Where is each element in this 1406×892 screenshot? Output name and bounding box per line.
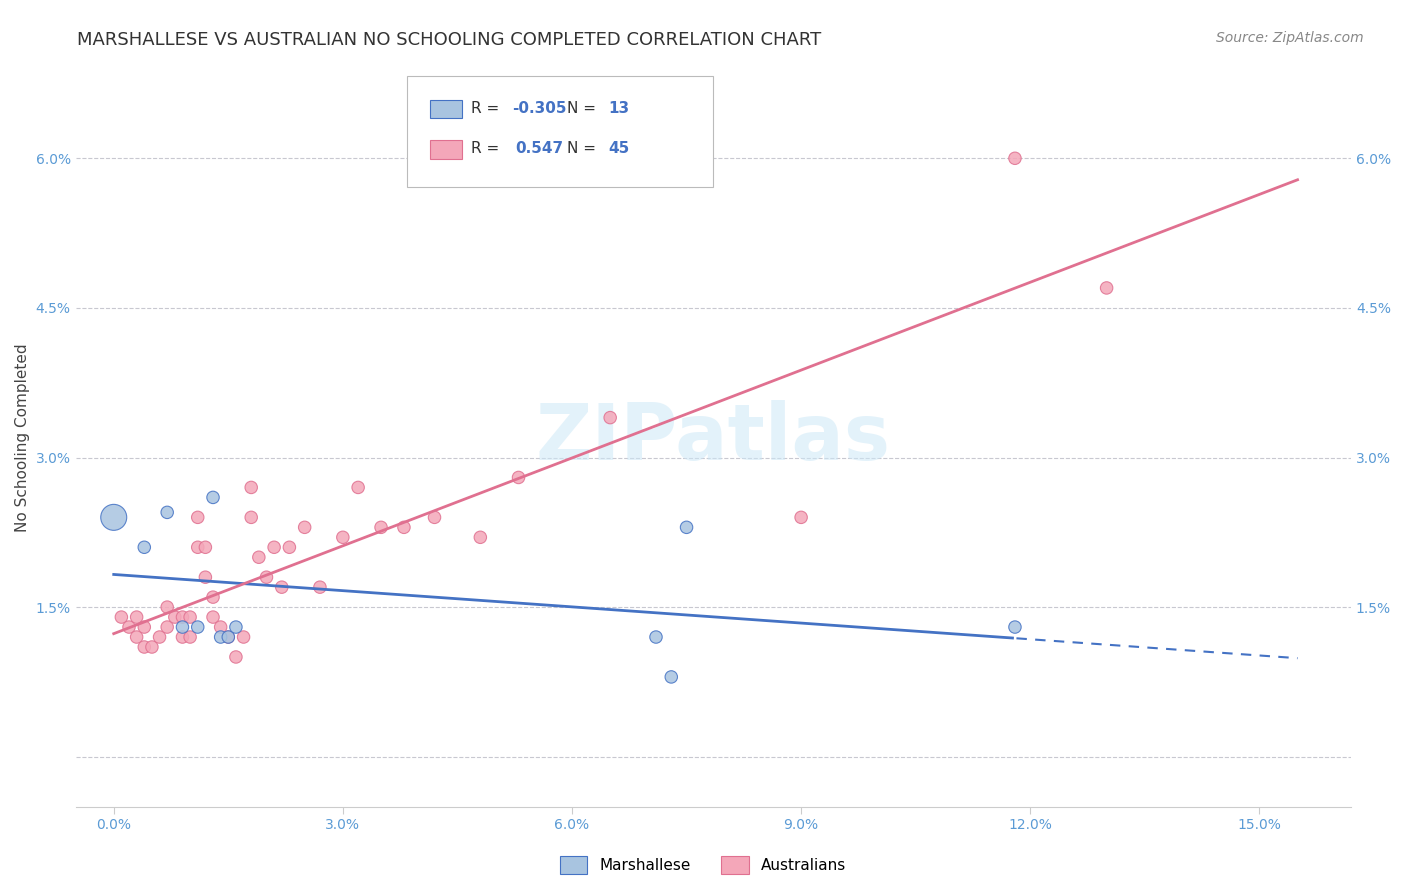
FancyBboxPatch shape [430, 100, 463, 118]
Point [332, 530, 354, 544]
Point [470, 530, 492, 544]
Point [202, 610, 225, 624]
Point [148, 630, 170, 644]
Point [187, 620, 209, 634]
Point [240, 480, 263, 494]
Point [134, 620, 156, 634]
Point [103, 510, 125, 524]
Point [225, 650, 247, 665]
Point [645, 630, 668, 644]
Text: Source: ZipAtlas.com: Source: ZipAtlas.com [1216, 31, 1364, 45]
Point [156, 505, 179, 519]
FancyBboxPatch shape [408, 76, 713, 186]
Point [156, 600, 179, 615]
Text: N =: N = [567, 101, 600, 116]
Text: -0.305: -0.305 [512, 101, 567, 116]
Point [225, 620, 247, 634]
Point [172, 630, 194, 644]
Point [202, 590, 225, 604]
FancyBboxPatch shape [430, 140, 463, 159]
Text: MARSHALLESE VS AUSTRALIAN NO SCHOOLING COMPLETED CORRELATION CHART: MARSHALLESE VS AUSTRALIAN NO SCHOOLING C… [77, 31, 821, 49]
Legend: Marshallese, Australians: Marshallese, Australians [554, 850, 852, 880]
Point [1004, 620, 1026, 634]
Text: R =: R = [471, 142, 505, 156]
Point [659, 670, 682, 684]
Point [179, 610, 201, 624]
Point [790, 510, 813, 524]
Point [209, 620, 232, 634]
Point [423, 510, 446, 524]
Point [247, 550, 270, 565]
Point [675, 520, 697, 534]
Point [172, 610, 194, 624]
Point [256, 570, 278, 584]
Point [209, 630, 232, 644]
Point [118, 620, 141, 634]
Point [392, 520, 415, 534]
Text: ZIPatlas: ZIPatlas [536, 400, 891, 475]
Point [347, 480, 370, 494]
Point [202, 491, 225, 505]
Point [163, 610, 186, 624]
Text: 45: 45 [609, 142, 630, 156]
Point [1095, 281, 1118, 295]
Point [508, 470, 530, 484]
Point [370, 520, 392, 534]
Point [599, 410, 621, 425]
Point [110, 610, 132, 624]
Point [187, 541, 209, 555]
Point [134, 541, 156, 555]
Text: 0.547: 0.547 [516, 142, 564, 156]
Point [217, 630, 239, 644]
Point [134, 640, 156, 654]
Point [263, 541, 285, 555]
Point [309, 580, 332, 594]
Point [141, 640, 163, 654]
Point [278, 541, 301, 555]
Point [194, 570, 217, 584]
Point [156, 620, 179, 634]
Point [125, 610, 148, 624]
Point [179, 630, 201, 644]
Text: 13: 13 [609, 101, 630, 116]
Point [240, 510, 263, 524]
Y-axis label: No Schooling Completed: No Schooling Completed [15, 343, 30, 532]
Text: N =: N = [567, 142, 600, 156]
Text: R =: R = [471, 101, 505, 116]
Point [294, 520, 316, 534]
Point [270, 580, 292, 594]
Point [232, 630, 254, 644]
Point [194, 541, 217, 555]
Point [217, 630, 239, 644]
Point [172, 620, 194, 634]
Point [187, 510, 209, 524]
Point [125, 630, 148, 644]
Point [1004, 151, 1026, 165]
